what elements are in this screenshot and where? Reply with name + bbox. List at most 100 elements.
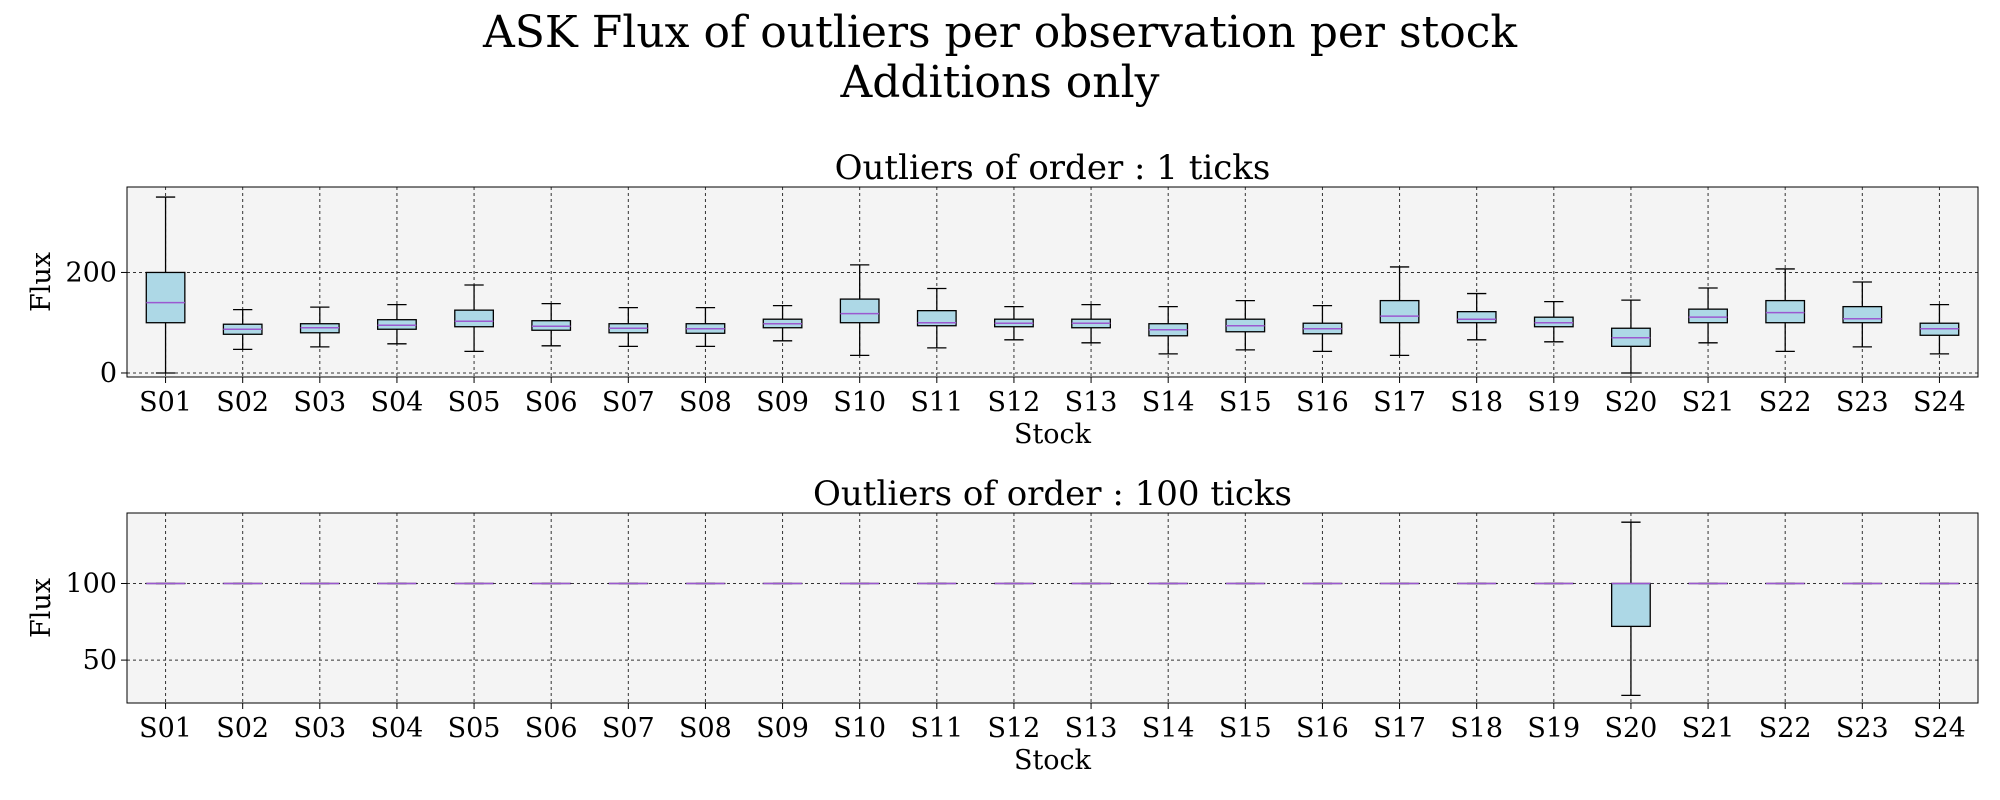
x-tick-label: S03	[293, 713, 346, 744]
box-S09	[762, 304, 803, 342]
box-S23	[1842, 281, 1883, 348]
box-body	[839, 298, 880, 324]
box-body	[145, 271, 186, 324]
subplot-title: Outliers of order : 100 ticks	[813, 474, 1292, 514]
x-tick-label: S18	[1450, 713, 1503, 744]
x-tick-label: S04	[371, 713, 424, 744]
x-tick-label: S16	[1296, 713, 1349, 744]
x-tick-label: S14	[1142, 713, 1195, 744]
x-tick-label: S21	[1682, 713, 1735, 744]
subplot-title: Outliers of order : 1 ticks	[835, 148, 1271, 188]
box-S06	[531, 302, 572, 347]
plot-background	[127, 187, 1978, 377]
x-tick-label: S01	[139, 713, 192, 744]
x-tick-label: S18	[1450, 387, 1503, 418]
x-tick-label: S14	[1142, 387, 1195, 418]
x-tick-label: S05	[448, 713, 501, 744]
box-S24	[1919, 303, 1960, 355]
x-tick-label: S08	[679, 387, 732, 418]
box-S07	[608, 306, 649, 347]
box-body	[916, 310, 957, 327]
box-S16	[1302, 304, 1343, 353]
x-tick-label: S09	[756, 387, 809, 418]
box-S21	[1688, 287, 1728, 344]
x-tick-label: S23	[1836, 387, 1889, 418]
x-tick-label: S16	[1296, 387, 1349, 418]
axes-frame	[126, 186, 1979, 378]
x-tick-label: S23	[1836, 713, 1889, 744]
x-tick-label: S21	[1682, 387, 1735, 418]
plot-background	[127, 513, 1978, 703]
y-tick-label: 100	[65, 568, 117, 599]
x-tick-label: S08	[679, 713, 732, 744]
x-tick-label: S13	[1065, 387, 1118, 418]
x-tick-label: S12	[988, 713, 1041, 744]
box-S13	[1071, 303, 1111, 344]
x-tick-label: S17	[1373, 713, 1426, 744]
x-axis-label: Stock	[1014, 419, 1092, 450]
box-body	[1688, 308, 1728, 324]
box-body	[1456, 311, 1497, 324]
y-tick-label: 50	[83, 645, 117, 676]
box-body	[377, 319, 417, 330]
x-tick-label: S02	[216, 387, 269, 418]
box-body	[1533, 316, 1574, 328]
x-tick-label: S11	[910, 713, 963, 744]
box-S22	[1765, 268, 1806, 353]
x-tick-label: S07	[602, 713, 655, 744]
x-tick-label: S05	[448, 387, 501, 418]
box-body	[531, 320, 572, 331]
x-tick-label: S22	[1759, 713, 1812, 744]
y-tick-label: 200	[65, 257, 117, 288]
box-body	[1842, 305, 1883, 324]
x-tick-label: S04	[371, 387, 424, 418]
x-tick-label: S09	[756, 713, 809, 744]
x-tick-label: S02	[216, 713, 269, 744]
box-S20	[1611, 299, 1651, 374]
box-body	[454, 309, 494, 328]
figure-title-line-2: Additions only	[840, 57, 1160, 108]
subplot-2: S01 S02 S03 S04 S05 S06 S07 S08 S09 S10 S11 S12 S13 S…	[26, 474, 1979, 776]
box-S14	[1148, 305, 1189, 355]
box-S18	[1456, 292, 1497, 341]
figure-title-line-1: ASK Flux of outliers per observation per…	[482, 7, 1518, 58]
box-S11	[916, 287, 957, 349]
x-tick-label: S07	[602, 387, 655, 418]
box-S05	[454, 284, 494, 353]
y-axis-label: Flux	[26, 578, 57, 638]
box-body	[1611, 582, 1651, 628]
box-S15	[1225, 299, 1266, 351]
figure-title: ASK Flux of outliers per observation per…	[0, 8, 2000, 108]
box-S08	[685, 306, 726, 347]
box-S03	[299, 306, 340, 348]
x-tick-label: S19	[1527, 387, 1580, 418]
box-S19	[1533, 300, 1574, 343]
x-tick-label: S10	[833, 387, 886, 418]
y-tick-label: 0	[100, 358, 117, 389]
x-tick-label: S20	[1605, 713, 1658, 744]
x-tick-label: S10	[833, 713, 886, 744]
box-S20	[1611, 521, 1651, 696]
x-tick-label: S15	[1219, 387, 1272, 418]
box-body	[1379, 299, 1420, 324]
x-tick-label: S24	[1913, 713, 1966, 744]
box-S01	[145, 196, 186, 374]
x-tick-label: S06	[525, 713, 578, 744]
subplot-1: S01 S02 S03 S04 S05 S06 S07 S08 S09 S10 S11 S12 S13 S…	[26, 148, 1979, 450]
x-tick-label: S13	[1065, 713, 1118, 744]
x-tick-label: S12	[988, 387, 1041, 418]
box-S10	[839, 264, 880, 357]
x-tick-label: S01	[139, 387, 192, 418]
x-tick-label: S24	[1913, 387, 1966, 418]
y-axis-label: Flux	[26, 252, 57, 312]
box-S12	[994, 305, 1034, 341]
x-tick-label: S20	[1605, 387, 1658, 418]
x-tick-label: S06	[525, 387, 578, 418]
x-tick-label: S03	[293, 387, 346, 418]
x-tick-label: S22	[1759, 387, 1812, 418]
x-tick-label: S15	[1219, 713, 1272, 744]
x-tick-label: S19	[1527, 713, 1580, 744]
x-axis-label: Stock	[1014, 745, 1092, 776]
x-tick-label: S11	[910, 387, 963, 418]
